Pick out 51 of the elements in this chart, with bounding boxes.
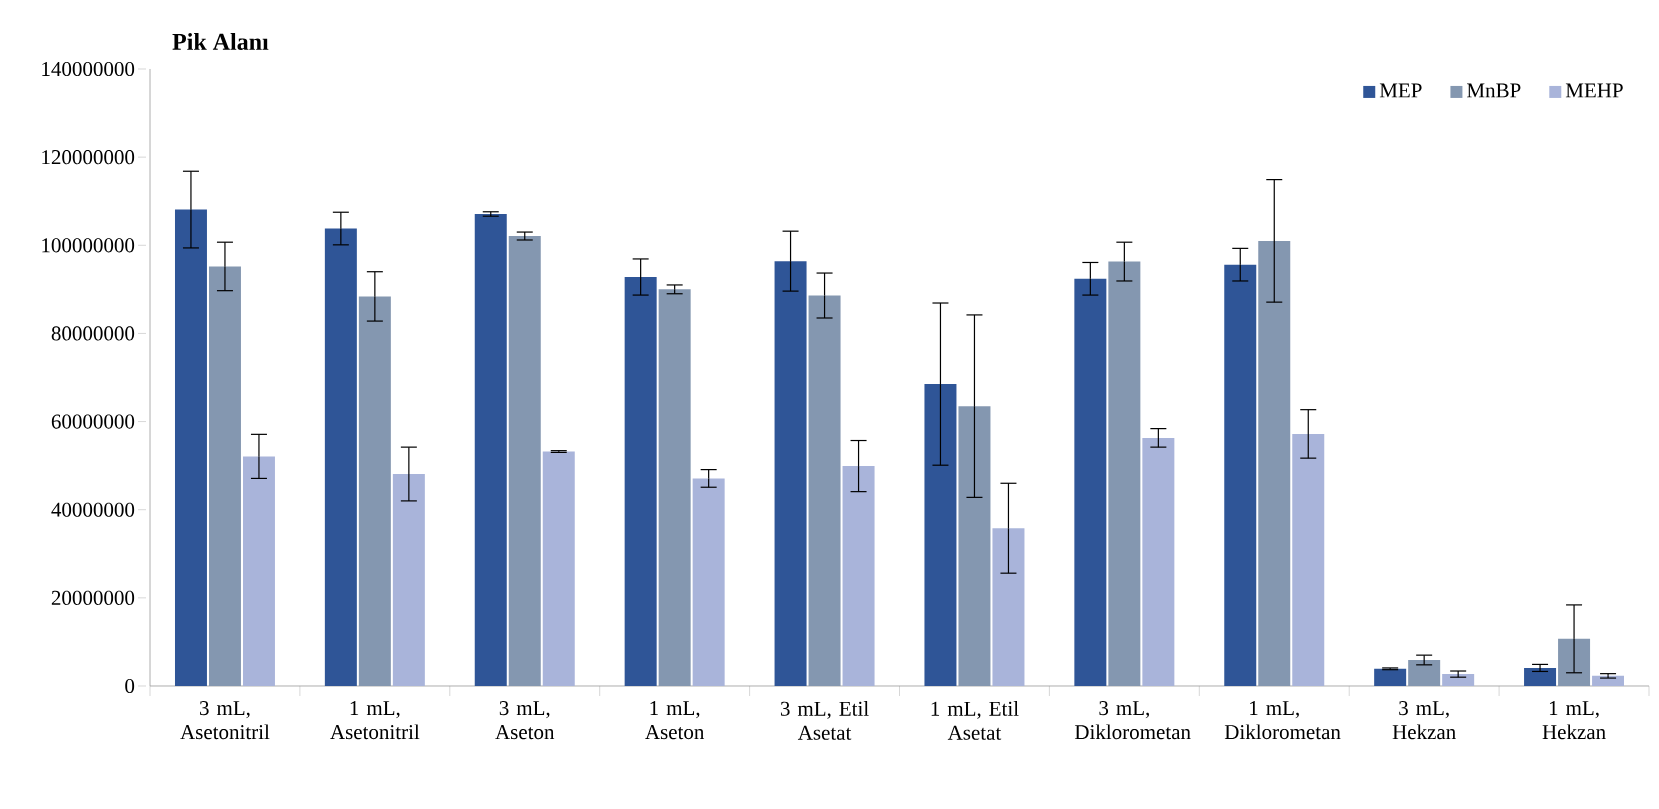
bar [1524,667,1557,686]
bar [358,296,391,686]
legend-label: MEP [1379,83,1422,98]
bar [1108,261,1141,686]
bar [174,209,207,686]
chart-title: Pik Alanı [172,33,269,50]
bar [508,236,541,686]
y-tick-label: 0 [125,678,135,694]
y-tick-label: 60000000 [51,414,135,429]
bar [542,451,575,686]
bar [658,289,691,686]
bar [1142,437,1175,686]
bar [992,528,1025,686]
y-tick-label: 40000000 [51,502,135,517]
bar [1224,264,1257,686]
bar [1592,675,1625,686]
x-tick-label: 1 mL, Etil Asetat [931,701,1019,740]
y-tick-label: 80000000 [51,326,135,341]
bar [1374,668,1407,686]
bar [842,466,875,686]
bar [1258,240,1291,686]
y-tick-label: 120000000 [42,150,135,165]
bar [1292,433,1325,686]
bar [924,384,957,686]
bar [324,228,357,686]
x-tick-label: 3 mL, Asetonitril [180,701,270,740]
bar [1442,674,1475,686]
legend-label: MEHP [1565,83,1623,98]
y-tick-label: 140000000 [42,61,135,77]
bar [208,266,241,686]
x-tick-label: 3 mL, Hekzan [1392,701,1456,740]
bar [1408,660,1441,686]
bar [242,456,275,686]
bar [692,478,725,686]
y-tick-label: 100000000 [42,238,135,253]
bar [808,295,841,686]
x-tick-label: 3 mL, Etil Asetat [780,701,869,740]
x-tick-label: 1 mL, Diklorometan [1224,701,1341,740]
bar [624,277,657,686]
bar [392,474,425,686]
x-tick-label: 1 mL, Asetonitril [330,701,420,740]
bar [474,213,507,686]
x-tick-label: 3 mL, Aseton [495,701,555,740]
bar [958,406,991,686]
y-tick-label: 20000000 [51,590,135,605]
legend-label: MnBP [1467,83,1521,98]
bar [774,261,807,686]
x-tick-label: 3 mL, Diklorometan [1074,701,1191,740]
bar [1074,278,1107,686]
x-tick-label: 1 mL, Hekzan [1542,701,1606,740]
x-tick-label: 1 mL, Aseton [645,701,705,740]
